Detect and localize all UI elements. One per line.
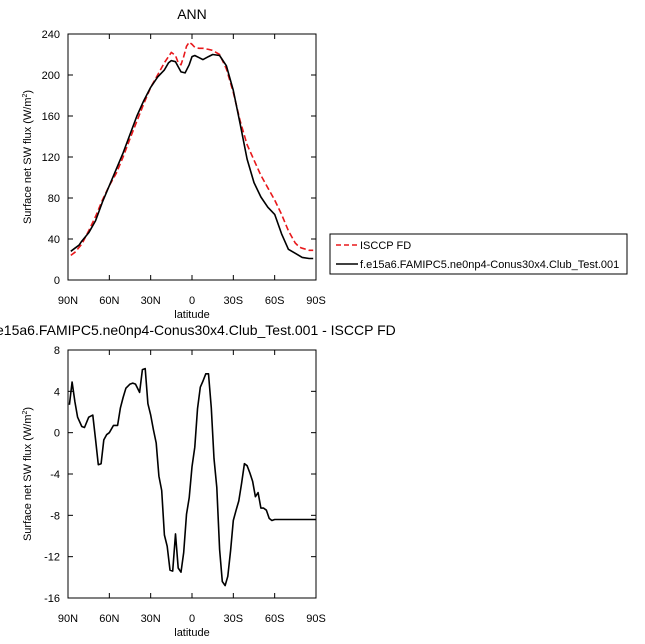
top-chart-y-tick-label: 200 bbox=[42, 70, 60, 82]
top-chart-y-tick-label: 240 bbox=[42, 29, 60, 41]
bottom-chart-x-tick-label: 30S bbox=[224, 613, 244, 625]
bottom-chart-y-tick-label: -16 bbox=[44, 593, 60, 605]
top-chart-series-line-0 bbox=[70, 41, 314, 257]
top-chart-y-axis-label-end: ) bbox=[22, 90, 34, 94]
top-chart-y-axis-label-sup: 2 bbox=[22, 94, 29, 98]
bottom-chart-y-axis-label-sup: 2 bbox=[22, 411, 29, 415]
bottom-chart-y-axis-label-end: ) bbox=[22, 407, 34, 411]
top-chart-x-tick-label: 30S bbox=[224, 295, 244, 307]
bottom-chart-y-tick-label: 0 bbox=[54, 428, 60, 440]
top-chart-y-tick-label: 40 bbox=[48, 234, 60, 246]
legend-label-model: f.e15a6.FAMIPC5.ne0np4-Conus30x4.Club_Te… bbox=[360, 259, 619, 271]
legend-box bbox=[329, 233, 628, 275]
top-chart-y-axis-label: Surface net SW flux (W/m2) bbox=[22, 90, 34, 224]
top-chart-x-axis-label: latitude bbox=[174, 309, 209, 321]
top-chart-x-tick-label: 60N bbox=[99, 295, 119, 307]
bottom-chart-y-axis-label: Surface net SW flux (W/m2) bbox=[22, 407, 34, 541]
top-chart-y-tick-label: 160 bbox=[42, 111, 60, 123]
top-chart-y-tick-label: 80 bbox=[48, 193, 60, 205]
bottom-chart-y-ticks: -16 -12 -8 -4 0 4 8 bbox=[44, 345, 316, 605]
top-chart-y-axis-label-main: Surface net SW flux (W/m bbox=[22, 98, 34, 225]
bottom-chart-x-tick-label: 30N bbox=[141, 613, 161, 625]
bottom-chart-x-tick-label: 0 bbox=[189, 613, 195, 625]
bottom-chart-y-tick-label: 4 bbox=[54, 386, 60, 398]
top-chart-x-tick-label: 0 bbox=[189, 295, 195, 307]
bottom-chart-x-tick-label: 60S bbox=[265, 613, 285, 625]
bottom-chart-series-line-0 bbox=[68, 367, 316, 587]
legend-label-isccp: ISCCP FD bbox=[360, 240, 411, 252]
bottom-chart-y-axis-label-main: Surface net SW flux (W/m bbox=[22, 415, 34, 542]
top-chart-x-tick-label: 30N bbox=[141, 295, 161, 307]
top-chart-x-tick-label: 90N bbox=[58, 295, 78, 307]
bottom-chart-y-tick-label: -8 bbox=[50, 510, 60, 522]
bottom-chart-x-tick-label: 90N bbox=[58, 613, 78, 625]
top-chart-x-tick-label: 90S bbox=[306, 295, 326, 307]
bottom-chart-y-tick-label: -4 bbox=[50, 469, 60, 481]
top-chart-frame bbox=[67, 33, 317, 281]
top-chart-y-ticks: 0 40 80 120 160 200 240 bbox=[42, 29, 316, 287]
bottom-chart-title: f.e15a6.FAMIPC5.ne0np4-Conus30x4.Club_Te… bbox=[0, 322, 396, 338]
bottom-chart-x-axis-label: latitude bbox=[174, 627, 209, 639]
top-chart-y-tick-label: 0 bbox=[54, 275, 60, 287]
top-chart-title: ANN bbox=[177, 6, 207, 22]
bottom-chart-panel: f.e15a6.FAMIPC5.ne0np4-Conus30x4.Club_Te… bbox=[0, 322, 396, 639]
bottom-chart-x-tick-label: 90S bbox=[306, 613, 326, 625]
top-chart-x-tick-label: 60S bbox=[265, 295, 285, 307]
top-chart-x-ticks: 90N 60N 30N 0 30S 60S 90S bbox=[58, 34, 326, 307]
top-chart-y-tick-label: 120 bbox=[42, 152, 60, 164]
top-chart-lines bbox=[70, 41, 314, 260]
legend: ISCCP FD f.e15a6.FAMIPC5.ne0np4-Conus30x… bbox=[329, 233, 628, 275]
bottom-chart-y-tick-label: 8 bbox=[54, 345, 60, 357]
top-chart-series-line-1 bbox=[70, 53, 314, 260]
bottom-chart-x-ticks: 90N 60N 30N 0 30S 60S 90S bbox=[58, 350, 326, 625]
bottom-chart-x-tick-label: 60N bbox=[99, 613, 119, 625]
bottom-chart-y-tick-label: -12 bbox=[44, 552, 60, 564]
bottom-chart-lines bbox=[68, 367, 316, 587]
